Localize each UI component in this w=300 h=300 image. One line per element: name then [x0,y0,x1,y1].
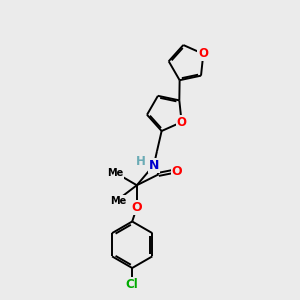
Text: Me: Me [110,196,126,206]
Text: O: O [131,201,142,214]
Text: Me: Me [107,168,123,178]
Text: H: H [136,155,146,169]
Text: O: O [198,47,208,60]
Text: O: O [172,165,182,178]
Text: N: N [149,159,159,172]
Text: O: O [177,116,187,129]
Text: Cl: Cl [126,278,139,291]
